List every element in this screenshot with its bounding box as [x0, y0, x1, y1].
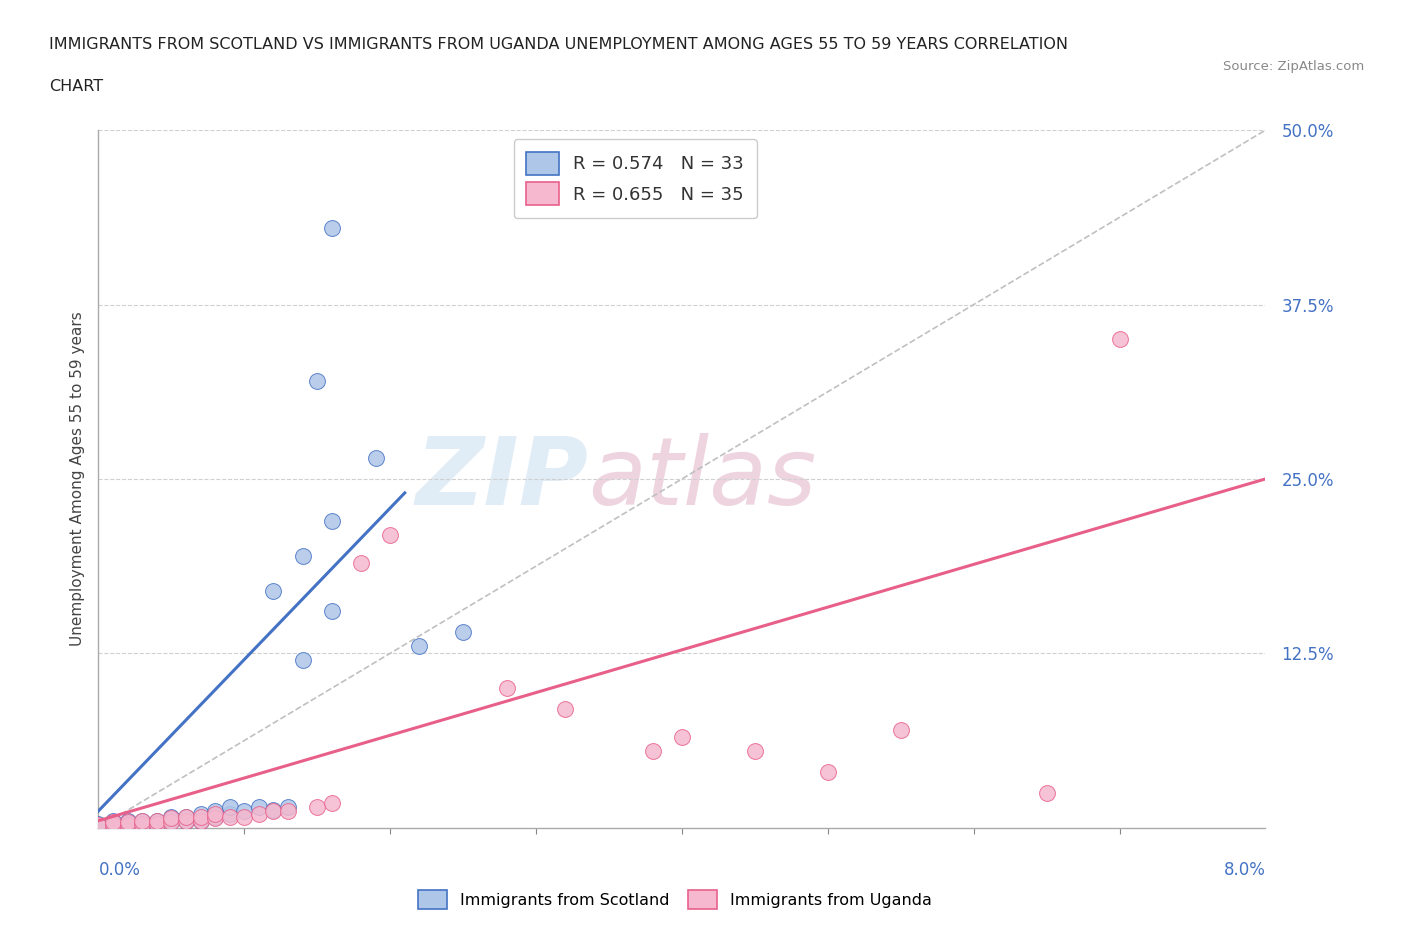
Point — [218, 800, 240, 815]
Point — [160, 813, 183, 829]
Point — [1108, 332, 1130, 347]
Point — [131, 813, 153, 829]
Point — [744, 744, 766, 759]
Point — [890, 723, 912, 737]
Point — [131, 817, 153, 831]
Point — [233, 809, 256, 824]
Point — [350, 555, 373, 570]
Point — [218, 809, 240, 824]
Point — [218, 806, 240, 821]
Point — [321, 513, 343, 528]
Text: 0.0%: 0.0% — [98, 860, 141, 879]
Text: 8.0%: 8.0% — [1223, 860, 1265, 879]
Point — [307, 800, 329, 815]
Text: IMMIGRANTS FROM SCOTLAND VS IMMIGRANTS FROM UGANDA UNEMPLOYMENT AMONG AGES 55 TO: IMMIGRANTS FROM SCOTLAND VS IMMIGRANTS F… — [49, 37, 1069, 52]
Point — [146, 813, 169, 829]
Point — [321, 604, 343, 619]
Point — [247, 800, 270, 815]
Point — [380, 527, 402, 542]
Point — [554, 701, 576, 716]
Point — [262, 802, 284, 817]
Point — [101, 817, 124, 831]
Point — [277, 804, 299, 818]
Point — [160, 809, 183, 824]
Point — [364, 451, 387, 466]
Point — [87, 817, 110, 831]
Point — [204, 809, 226, 824]
Point — [146, 813, 169, 829]
Legend: Immigrants from Scotland, Immigrants from Uganda: Immigrants from Scotland, Immigrants fro… — [411, 882, 939, 917]
Point — [160, 815, 183, 830]
Point — [262, 583, 284, 598]
Point — [291, 653, 314, 668]
Point — [321, 220, 343, 235]
Point — [277, 800, 299, 815]
Text: CHART: CHART — [49, 79, 103, 94]
Point — [174, 813, 197, 829]
Text: atlas: atlas — [589, 433, 817, 525]
Point — [117, 813, 139, 829]
Y-axis label: Unemployment Among Ages 55 to 59 years: Unemployment Among Ages 55 to 59 years — [69, 312, 84, 646]
Point — [233, 804, 256, 818]
Point — [101, 817, 124, 832]
Point — [204, 811, 226, 826]
Point — [307, 374, 329, 389]
Point — [160, 811, 183, 826]
Text: Source: ZipAtlas.com: Source: ZipAtlas.com — [1223, 60, 1364, 73]
Point — [131, 817, 153, 831]
Point — [190, 806, 212, 821]
Point — [204, 806, 226, 821]
Point — [117, 817, 139, 832]
Point — [87, 817, 110, 832]
Point — [174, 809, 197, 824]
Point — [262, 804, 284, 818]
Point — [291, 549, 314, 564]
Point — [174, 809, 197, 824]
Point — [190, 813, 212, 829]
Point — [146, 817, 169, 831]
Point — [671, 729, 693, 744]
Legend: R = 0.574   N = 33, R = 0.655   N = 35: R = 0.574 N = 33, R = 0.655 N = 35 — [513, 140, 756, 219]
Point — [641, 744, 664, 759]
Point — [190, 809, 212, 824]
Point — [321, 795, 343, 810]
Point — [817, 764, 839, 779]
Point — [204, 804, 226, 818]
Point — [451, 625, 474, 640]
Point — [117, 817, 139, 831]
Point — [408, 639, 430, 654]
Point — [1035, 785, 1057, 800]
Point — [174, 813, 197, 829]
Point — [190, 813, 212, 829]
Point — [496, 681, 519, 696]
Point — [101, 813, 124, 829]
Point — [131, 813, 153, 829]
Point — [117, 815, 139, 830]
Text: ZIP: ZIP — [416, 433, 589, 525]
Point — [146, 817, 169, 831]
Point — [101, 815, 124, 830]
Point — [247, 806, 270, 821]
